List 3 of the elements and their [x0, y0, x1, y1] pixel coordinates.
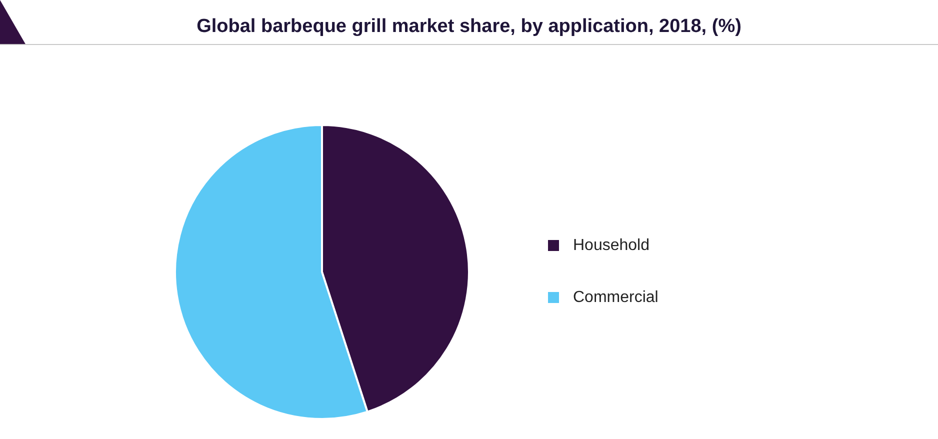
legend-label: Commercial	[573, 289, 658, 306]
chart-title: Global barbeque grill market share, by application, 2018, (%)	[196, 16, 742, 38]
legend-label: Household	[573, 237, 650, 254]
